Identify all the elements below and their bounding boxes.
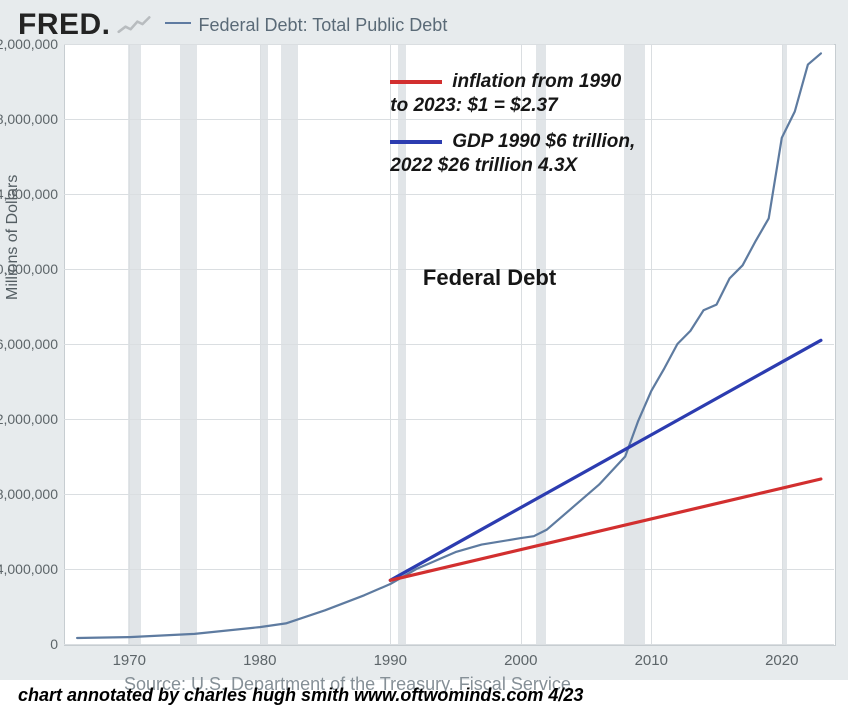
gridline-horizontal: [64, 494, 834, 495]
annotation-inflation-line1: inflation from 1990: [452, 71, 621, 92]
y-tick-label: 8,000,000: [0, 486, 58, 502]
y-tick-label: 28,000,000: [0, 111, 58, 127]
gridline-vertical: [129, 44, 130, 644]
y-tick-label: 12,000,000: [0, 411, 58, 427]
page: FRED. Federal Debt: Total Public Debt Mi…: [0, 0, 848, 714]
x-tick-label: 2000: [504, 652, 537, 669]
annotation-gdp-line1: GDP 1990 $6 trillion,: [452, 131, 635, 152]
x-tick-label: 1980: [243, 652, 276, 669]
y-tick-label: 32,000,000: [0, 36, 58, 52]
y-tick-label: 4,000,000: [0, 561, 58, 577]
annotation-gdp: GDP 1990 $6 trillion, 2022 $26 trillion …: [390, 130, 635, 178]
y-tick-label: 0: [50, 636, 58, 652]
gridline-horizontal: [64, 344, 834, 345]
legend-label: Federal Debt: Total Public Debt: [199, 15, 448, 36]
gridline-horizontal: [64, 644, 834, 645]
y-tick-label: 16,000,000: [0, 336, 58, 352]
y-tick-label: 24,000,000: [0, 186, 58, 202]
gridline-horizontal: [64, 44, 834, 45]
gridline-horizontal: [64, 419, 834, 420]
annotation-title: Federal Debt: [423, 265, 556, 291]
x-tick-label: 2010: [635, 652, 668, 669]
fred-squiggle-icon: [117, 14, 151, 36]
annotation-inflation-line2: to 2023: $1 = $2.37: [390, 95, 557, 116]
gridline-horizontal: [64, 119, 834, 120]
inflation-swatch-icon: [390, 80, 442, 84]
gridline-vertical: [651, 44, 652, 644]
plot-area: 04,000,0008,000,00012,000,00016,000,0002…: [64, 44, 834, 644]
gridline-horizontal: [64, 569, 834, 570]
chart-panel: FRED. Federal Debt: Total Public Debt Mi…: [0, 0, 848, 680]
gridline-vertical: [260, 44, 261, 644]
y-tick-label: 20,000,000: [0, 261, 58, 277]
x-tick-label: 1970: [113, 652, 146, 669]
footer-annotation: chart annotated by charles hugh smith ww…: [18, 685, 583, 706]
x-tick-label: 2020: [765, 652, 798, 669]
gridline-vertical: [782, 44, 783, 644]
legend-swatch-icon: [165, 22, 191, 24]
chart-header: FRED. Federal Debt: Total Public Debt: [18, 8, 447, 42]
x-tick-label: 1990: [374, 652, 407, 669]
annotation-gdp-line2: 2022 $26 trillion 4.3X: [390, 155, 577, 176]
gridline-horizontal: [64, 194, 834, 195]
annotation-inflation: inflation from 1990 to 2023: $1 = $2.37: [390, 70, 621, 118]
gdp-swatch-icon: [390, 140, 442, 144]
